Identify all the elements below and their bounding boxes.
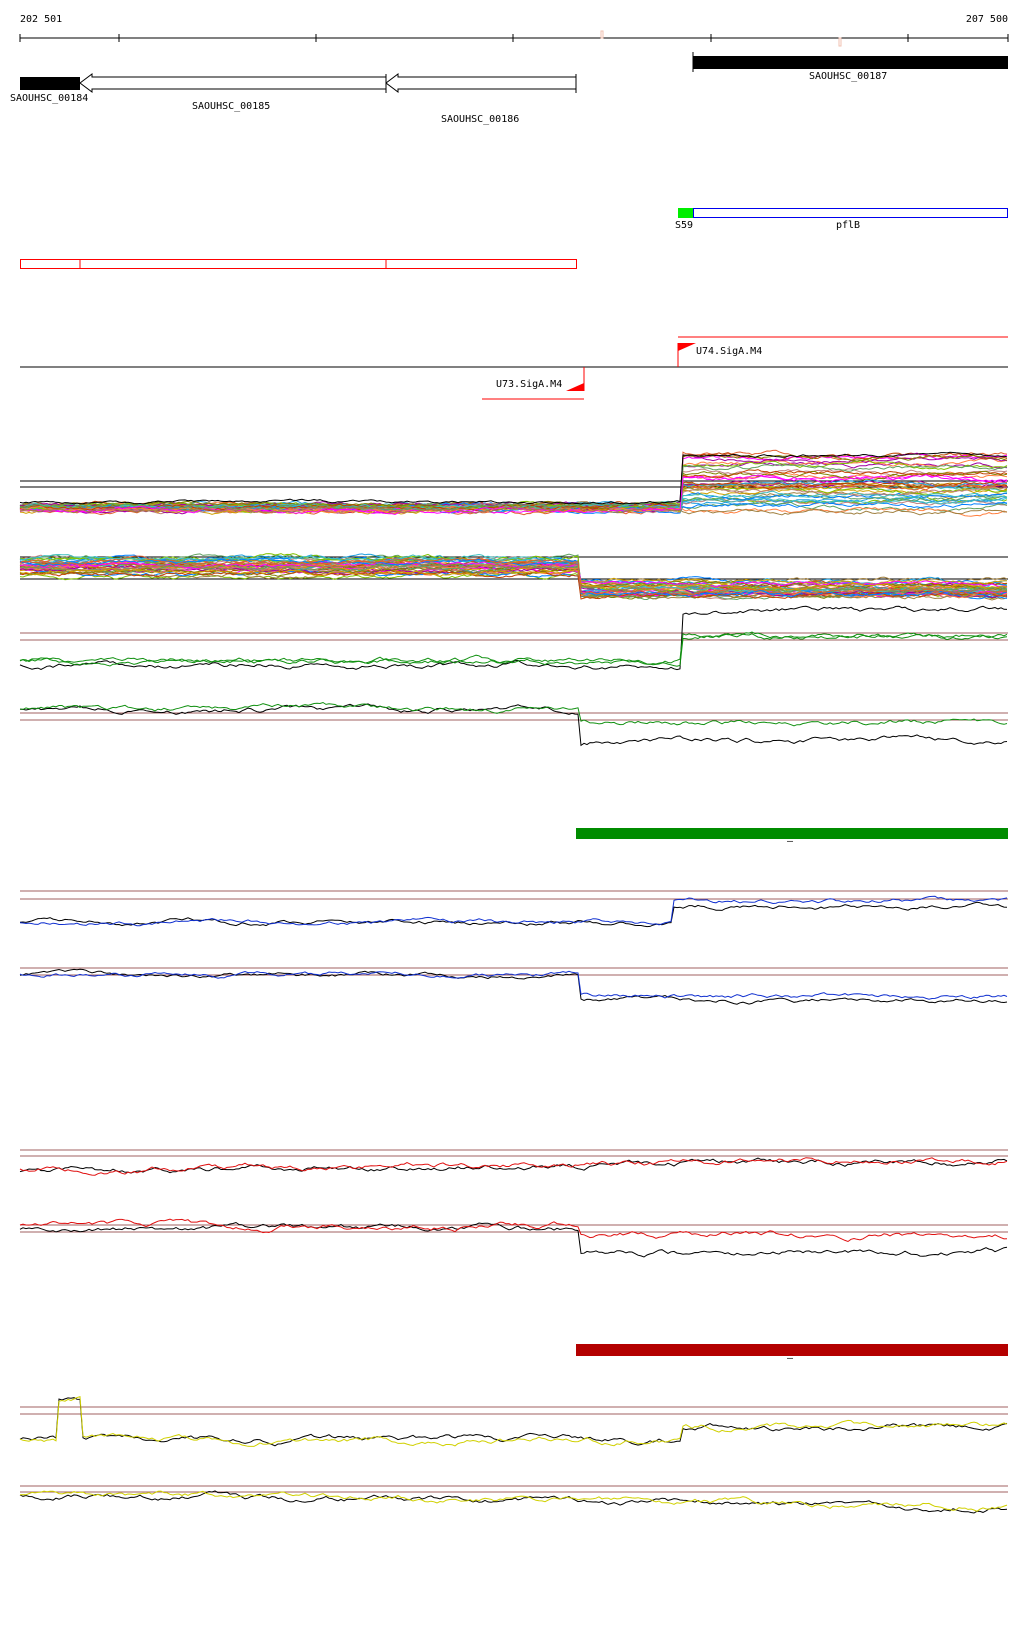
ruler-end-label: 207 500 <box>965 14 1008 25</box>
s59-feature <box>678 208 693 218</box>
track1-line-black <box>19 451 1008 505</box>
track7-line-red <box>19 1157 1008 1176</box>
track2-line <box>19 553 1008 595</box>
ruler-marker <box>600 30 604 39</box>
track1-line <box>19 454 1008 511</box>
track10-line-yellow <box>19 1490 1008 1512</box>
gene-label-00185[interactable]: SAOUHSC_00185 <box>192 101 271 112</box>
track2-line <box>19 557 1008 598</box>
segment-label-green: – <box>787 836 794 847</box>
track3-line-black <box>19 605 1008 671</box>
track1-line <box>19 463 1008 511</box>
ruler-marker <box>838 37 842 47</box>
promoter-u74-flag <box>678 343 696 351</box>
track2-line <box>19 560 1008 588</box>
track8-line-red <box>19 1218 1008 1243</box>
track5-line-blue <box>19 895 1008 927</box>
pflb-feature <box>693 208 1008 218</box>
track9-line-yellow <box>19 1396 1008 1447</box>
segment-bar-green <box>576 828 1008 839</box>
segment-label-red: – <box>787 1353 794 1364</box>
gene-00186 <box>385 73 577 93</box>
track7-line-black <box>19 1157 1008 1174</box>
track2-line <box>19 563 1008 595</box>
track2-line <box>19 567 1007 591</box>
promoter-label-u73[interactable]: U73.SigA.M4 <box>496 379 563 390</box>
track4-line-black <box>19 703 1008 747</box>
gene-00185 <box>79 73 387 93</box>
ruler-start-label: 202 501 <box>20 14 63 25</box>
gene-label-00186[interactable]: SAOUHSC_00186 <box>441 114 520 125</box>
track6-line-blue <box>19 970 1008 1000</box>
pflb-label[interactable]: pflB <box>836 220 861 231</box>
track10-line-black <box>19 1490 1008 1514</box>
track1-line <box>19 506 1008 516</box>
track2-line <box>19 555 1008 596</box>
gene-00187 <box>693 56 1008 69</box>
track1-line <box>19 490 1008 511</box>
track8-line-black <box>19 1221 1008 1258</box>
promoter-u73-flag <box>566 383 584 391</box>
track9-line-black <box>19 1397 1008 1447</box>
promoter-label-u74[interactable]: U74.SigA.M4 <box>696 346 763 357</box>
track6-line-black <box>19 968 1008 1005</box>
s59-label[interactable]: S59 <box>675 220 694 231</box>
segment-bar-red <box>576 1344 1008 1356</box>
gene-00184 <box>20 77 80 90</box>
gene-label-00187[interactable]: SAOUHSC_00187 <box>809 71 888 82</box>
gene-label-00184[interactable]: SAOUHSC_00184 <box>10 93 89 104</box>
operon-box <box>20 259 577 269</box>
track4-line-green <box>19 701 1008 727</box>
track3-line-green <box>19 633 1008 666</box>
track3-line-green <box>19 631 1008 667</box>
